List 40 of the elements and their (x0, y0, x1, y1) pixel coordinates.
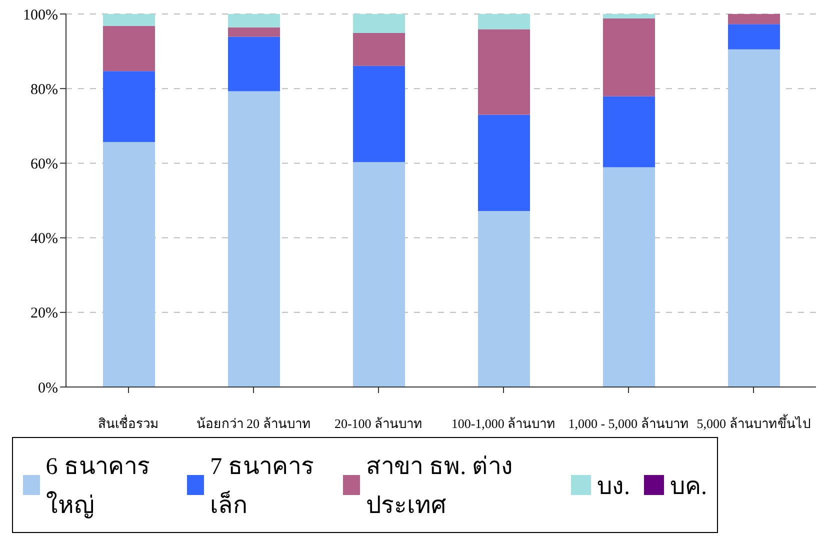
bar (728, 24, 780, 50)
bar (228, 27, 280, 37)
x-tick-label: 100-1,000 ล้านบาท (451, 416, 556, 432)
x-tick-label: 1,000 - 5,000 ล้านบาท (568, 416, 689, 432)
bar (228, 36, 280, 92)
bar (353, 33, 405, 66)
y-tick-label: 60% (30, 156, 58, 173)
bar (353, 66, 405, 162)
legend-label: 6 ธนาคารใหญ่ (46, 453, 151, 521)
bar (603, 18, 655, 96)
bar (103, 71, 155, 142)
x-tick-label: 5,000 ล้านบาทขึ้นไป (696, 414, 810, 432)
bar (603, 96, 655, 168)
bar (353, 162, 405, 387)
legend-label: สาขา ธพ. ต่างประเทศ (366, 453, 514, 521)
bar (353, 14, 405, 34)
x-tick-label: 20-100 ล้านบาท (334, 416, 423, 432)
bar (478, 114, 530, 211)
bar (103, 14, 155, 26)
bar (228, 14, 280, 28)
bar (603, 14, 655, 18)
bar (228, 91, 280, 387)
bar (603, 167, 655, 387)
bar (728, 49, 780, 387)
x-tick-label: น้อยกว่า 20 ล้านบาท (196, 416, 311, 432)
y-tick-label: 80% (30, 82, 58, 98)
x-tick-label: สินเชื่อรวม (98, 415, 159, 432)
y-tick-label: 20% (30, 306, 58, 322)
bar (478, 14, 530, 30)
bar (103, 26, 155, 72)
bar (103, 142, 155, 387)
bar (728, 14, 780, 24)
legend-label: 7 ธนาคารเล็ก (210, 453, 316, 521)
legend-label: บค. (670, 472, 707, 502)
bar (478, 210, 530, 387)
bar (478, 29, 530, 115)
legend-label: บง. (597, 472, 630, 502)
y-tick-label: 100% (23, 7, 58, 24)
y-tick-label: 0% (38, 380, 58, 396)
y-tick-label: 40% (30, 231, 58, 248)
